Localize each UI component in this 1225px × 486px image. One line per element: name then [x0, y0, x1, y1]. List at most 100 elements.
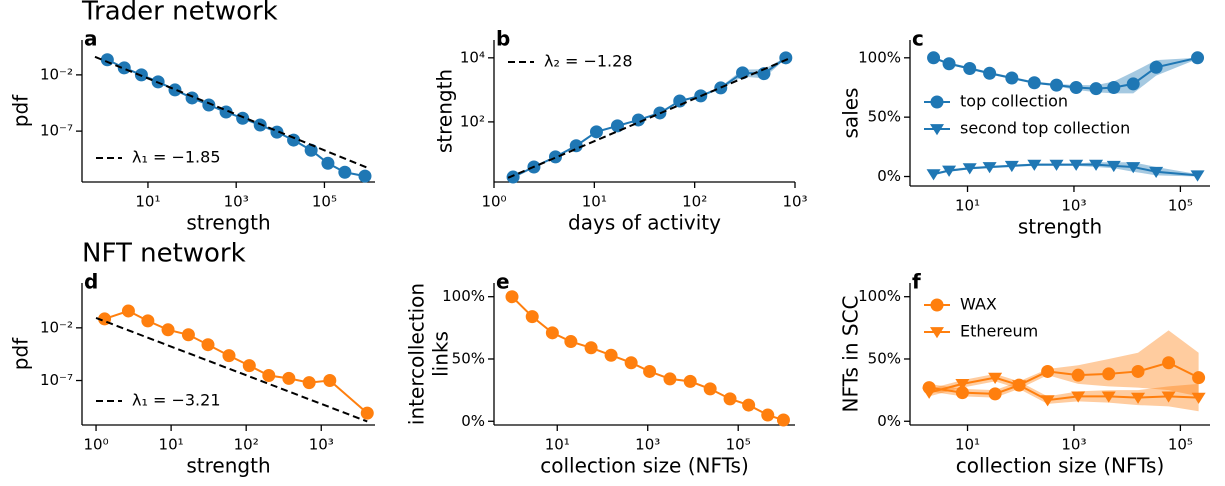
marker — [1149, 166, 1164, 179]
x-axis-label: strength — [186, 454, 270, 478]
x-tick-label: 10¹ — [955, 197, 980, 215]
marker — [584, 341, 598, 355]
y-tick-label: 10² — [460, 112, 485, 130]
marker — [545, 326, 559, 340]
x-tick-label: 10² — [682, 193, 707, 211]
legend-label: top collection — [960, 92, 1068, 111]
marker — [505, 290, 519, 304]
marker — [942, 57, 956, 71]
y-axis-label: links — [429, 331, 453, 377]
x-tick-label: 10³ — [309, 436, 334, 454]
y-tick-label: 0% — [877, 167, 901, 185]
x-tick-label: 10¹ — [955, 436, 980, 454]
x-tick-label: 10¹ — [582, 193, 607, 211]
y-tick-label: 100% — [858, 287, 901, 305]
y-axis-label: NFTs in SCC — [839, 295, 863, 412]
marker — [1126, 77, 1140, 91]
marker — [564, 335, 578, 349]
marker — [525, 310, 539, 324]
fit-line — [507, 56, 792, 179]
marker — [1161, 391, 1176, 403]
marker — [927, 51, 941, 65]
x-tick-label: 10² — [234, 436, 259, 454]
marker — [1107, 80, 1121, 94]
panel-label: a — [84, 27, 98, 51]
marker — [1126, 162, 1141, 174]
x-axis-label: collection size (NFTs) — [540, 454, 749, 478]
marker — [506, 170, 520, 184]
marker — [1131, 392, 1146, 404]
marker — [930, 95, 944, 109]
marker — [323, 374, 337, 388]
marker — [338, 165, 352, 179]
x-tick-label: 10³ — [1061, 197, 1086, 215]
panel-label: c — [912, 27, 924, 51]
marker — [185, 91, 199, 105]
marker — [955, 386, 969, 400]
marker — [988, 372, 1003, 384]
marker — [1004, 160, 1019, 173]
marker — [1089, 159, 1104, 171]
panel-label: d — [84, 270, 98, 294]
y-axis-label: pdf — [9, 94, 33, 127]
x-axis-label: collection size (NFTs) — [956, 454, 1165, 478]
marker — [624, 356, 638, 370]
marker — [942, 165, 957, 177]
marker — [779, 51, 793, 65]
marker — [1005, 71, 1019, 85]
marker — [1012, 380, 1027, 392]
marker — [181, 328, 195, 342]
panel-label: e — [496, 270, 510, 294]
marker — [963, 61, 977, 75]
marker — [930, 298, 944, 312]
marker — [282, 371, 296, 385]
marker — [548, 150, 562, 164]
marker — [926, 169, 941, 181]
marker — [1191, 392, 1206, 404]
marker — [776, 413, 790, 427]
y-tick-label: 50% — [868, 349, 901, 367]
marker — [161, 323, 175, 337]
marker — [930, 327, 944, 339]
marker — [121, 304, 135, 318]
marker — [683, 374, 697, 388]
marker — [222, 349, 236, 363]
marker — [742, 398, 756, 412]
x-tick-label: 10³ — [635, 436, 660, 454]
marker — [673, 94, 687, 108]
marker — [262, 368, 276, 382]
marker — [757, 67, 771, 81]
marker — [1069, 80, 1083, 94]
x-tick-label: 10¹ — [545, 436, 570, 454]
marker — [1027, 159, 1042, 171]
marker — [1190, 170, 1205, 182]
panel-label: f — [912, 270, 921, 294]
marker — [1102, 367, 1116, 381]
x-tick-label: 10⁰ — [83, 436, 108, 454]
x-tick-label: 10³ — [1061, 436, 1086, 454]
marker — [302, 376, 316, 390]
series-line — [928, 376, 1199, 402]
marker — [1089, 82, 1103, 96]
legend-label: λ₁ = −1.85 — [132, 148, 221, 167]
y-tick-label: 50% — [868, 108, 901, 126]
marker — [1101, 391, 1116, 403]
marker — [1071, 368, 1085, 382]
marker — [930, 124, 944, 136]
y-tick-label: 100% — [442, 287, 485, 305]
marker — [1191, 51, 1205, 65]
marker — [723, 392, 737, 406]
marker — [100, 53, 114, 67]
marker — [1050, 78, 1064, 92]
x-tick-label: 10³ — [782, 193, 807, 211]
panel-label: b — [496, 27, 510, 51]
x-tick-label: 10⁵ — [1168, 197, 1193, 215]
y-tick-label: 0% — [461, 412, 485, 430]
fit-line — [95, 317, 368, 423]
y-tick-label: 10⁻⁷ — [40, 122, 73, 140]
x-tick-label: 10⁵ — [726, 436, 751, 454]
marker — [1131, 364, 1145, 378]
marker — [922, 387, 937, 399]
y-tick-label: 0% — [877, 412, 901, 430]
legend-label: Ethereum — [960, 322, 1038, 341]
